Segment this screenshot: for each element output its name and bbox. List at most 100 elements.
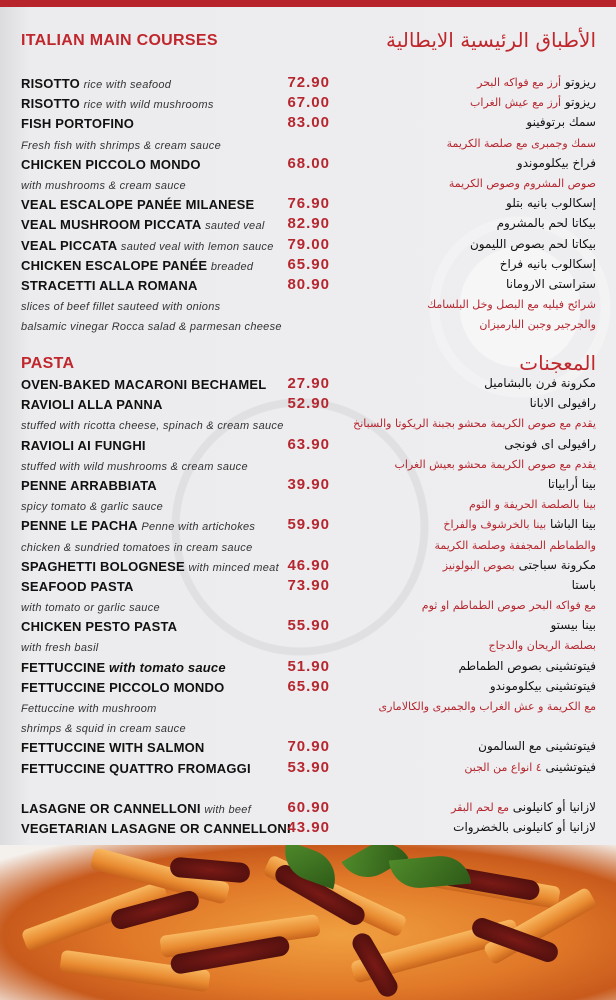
description-row: Fresh fish with shrimps & cream sauce سمك… xyxy=(0,134,616,154)
menu-list: RISOTTO rice with seafood 72.90 ريزوتو أرز… xyxy=(0,73,616,335)
item-title-ar: ريزوتو xyxy=(564,75,596,89)
item-name-ar: فيتوتشينى ٤ انواع من الجبن xyxy=(464,760,596,774)
item-name-ar: ستراستى الارومانا xyxy=(506,277,596,291)
item-name-en: VEGETARIAN LASAGNE OR CANNELLONI xyxy=(21,821,291,836)
item-note-ar: والطماطم المجففة وصلصة الكريمة xyxy=(434,538,596,552)
item-note-en: with beef xyxy=(204,803,252,816)
pasta-photo xyxy=(0,845,616,1000)
item-description-en: with fresh basil xyxy=(21,642,99,655)
item-name-en: Fettuccine with mushroom xyxy=(21,700,157,715)
item-title-en: OVEN-BAKED MACARONI BECHAMEL xyxy=(21,377,267,392)
menu-item: FETTUCCINE WITH SALMON 70.90 فيتوتشينى مع … xyxy=(0,737,616,757)
item-name-ar: صوص المشروم وصوص الكريمة xyxy=(449,176,596,190)
section-main-courses: ITALIAN MAIN COURSES الأطباق الرئيسية ال… xyxy=(0,28,616,335)
section-title-ar: الأطباق الرئيسية الايطالية xyxy=(385,28,596,52)
item-name-ar: مكرونة فرن بالبشاميل xyxy=(484,376,596,390)
description-row: with fresh basil بصلصة الريحان والدجاج xyxy=(0,636,616,656)
item-note-ar: شرائح فيليه مع البصل وخل البلسامك xyxy=(427,298,596,312)
item-name-en: shrimps & squid in cream sauce xyxy=(21,720,186,735)
item-title-en: PENNE LE PACHA xyxy=(21,518,138,534)
item-name-en: with tomato or garlic sauce xyxy=(21,599,160,614)
item-title-ar: فيتوتشينى بصوص الطماطم xyxy=(458,658,596,673)
section-header: ITALIAN MAIN COURSES الأطباق الرئيسية ال… xyxy=(0,28,616,58)
item-note-ar: بصلصة الريحان والدجاج xyxy=(488,639,597,653)
item-title-ar: فيتوتشينى بيكلوموندو xyxy=(489,678,596,693)
item-price: 79.00 xyxy=(287,235,330,253)
item-price: 70.90 xyxy=(287,738,330,756)
item-name-ar: بينا بيستو xyxy=(550,618,596,632)
item-title-en: FETTUCCINE PICCOLO MONDO xyxy=(21,679,225,695)
menu-item: LASAGNE OR CANNELLONI with beef 60.90 لازا… xyxy=(0,798,616,818)
item-title-en: RISOTTO xyxy=(21,96,80,112)
menu-item: CHICKEN ESCALOPE PANÉE breaded 65.90 إسكال… xyxy=(0,255,616,275)
menu-item: RISOTTO rice with wild mushrooms 67.00 ريز… xyxy=(0,93,616,113)
item-price: 55.90 xyxy=(287,617,330,635)
item-note-ar: أرز مع عيش الغراب xyxy=(470,96,562,110)
item-name-en: SPAGHETTI BOLOGNESE with minced meat xyxy=(21,559,279,574)
item-title-en: RISOTTO xyxy=(21,76,80,91)
description-row: with mushrooms & cream sauce صوص المشروم … xyxy=(0,174,616,194)
item-price: 80.90 xyxy=(287,275,330,293)
item-name-en: stuffed with ricotta cheese, spinach & c… xyxy=(21,417,284,432)
item-price: 82.90 xyxy=(287,215,330,233)
description-row: stuffed with ricotta cheese, spinach & c… xyxy=(0,414,616,434)
item-title-en: RAVIOLI AI FUNGHI xyxy=(21,437,146,453)
description-row: slices of beef fillet sauteed with onion… xyxy=(0,295,616,315)
item-title-ar: مكرونة فرن بالبشاميل xyxy=(484,376,596,390)
item-note-ar: بينا بالصلصة الحريفة و الثوم xyxy=(468,498,596,512)
item-name-en: FISH PORTOFINO xyxy=(21,116,134,131)
item-title-ar: مكرونة سباجتى xyxy=(518,557,596,572)
item-note-en: with tomato sauce xyxy=(108,659,226,675)
item-name-ar: مكرونة سباجتى بصوص البولونيز xyxy=(443,558,596,572)
item-note-en: breaded xyxy=(210,260,254,273)
description-row: stuffed with wild mushrooms & cream sauc… xyxy=(0,455,616,475)
menu-item: RAVIOLI AI FUNGHI 63.90 رافيولى اى فونجى xyxy=(0,435,616,455)
item-title-en: SEAFOOD PASTA xyxy=(21,578,134,594)
item-name-en: FETTUCCINE QUATTRO FROMAGGI xyxy=(21,761,251,776)
item-note-en: rice with wild mushrooms xyxy=(83,99,214,112)
item-title-ar: رافيولى اى فونجى xyxy=(504,436,596,451)
item-name-en: FETTUCCINE WITH SALMON xyxy=(21,740,205,755)
item-name-ar: بينا أرابياتا xyxy=(548,477,596,491)
item-name-ar: فيتوتشينى بصوص الطماطم xyxy=(458,659,596,673)
item-title-ar: فيتوتشينى xyxy=(545,759,596,774)
item-price: 65.90 xyxy=(287,255,330,273)
item-title-en: FISH PORTOFINO xyxy=(21,116,135,132)
item-title-ar: بينا بيستو xyxy=(550,618,596,633)
section-title-en: ITALIAN MAIN COURSES xyxy=(21,32,218,49)
menu-item: VEAL ESCALOPE PANÉE MILANESE 76.90 إسكالوب… xyxy=(0,194,616,214)
menu-list: OVEN-BAKED MACARONI BECHAMEL 27.90 مكرونة … xyxy=(0,374,616,838)
item-title-en: CHICKEN ESCALOPE PANÉE xyxy=(21,257,208,273)
item-name-en: RAVIOLI ALLA PANNA xyxy=(21,397,163,412)
section-pasta: PASTA المعجنات OVEN-BAKED MACARONI BECHA… xyxy=(0,351,616,838)
description-row: balsamic vinegar Rocca salad & parmesan … xyxy=(0,315,616,335)
item-name-en: balsamic vinegar Rocca salad & parmesan … xyxy=(21,318,282,333)
item-price: 63.90 xyxy=(287,435,330,453)
item-name-en: CHICKEN ESCALOPE PANÉE breaded xyxy=(21,258,253,273)
item-name-en: chicken & sundried tomatoes in cream sau… xyxy=(21,539,253,554)
item-title-ar: بينا أرابياتا xyxy=(547,476,596,491)
menu-item: FETTUCCINE QUATTRO FROMAGGI 53.90 فيتوتشين… xyxy=(0,758,616,778)
item-price: 46.90 xyxy=(287,556,330,574)
item-name-en: LASAGNE OR CANNELLONI with beef xyxy=(21,801,251,816)
item-name-ar: بينا الباشا بينا بالخرشوف والفراخ xyxy=(443,517,596,531)
item-title-ar: إسكالوب بانيه فراخ xyxy=(499,256,596,271)
item-price: 43.90 xyxy=(287,819,330,837)
item-name-en: with fresh basil xyxy=(21,639,99,654)
item-price: 59.90 xyxy=(287,516,330,534)
menu-item: CHICKEN PESTO PASTA 55.90 بينا بيستو xyxy=(0,616,616,636)
item-title-ar: بيكاتا لحم بصوص الليمون xyxy=(469,236,596,251)
item-price: 27.90 xyxy=(287,375,330,392)
menu-item: PENNE LE PACHA Penne with artichokes 59.9… xyxy=(0,515,616,535)
item-price: 68.00 xyxy=(287,154,330,172)
item-note-en: rice with seafood xyxy=(83,79,172,91)
item-title-ar: لازانيا أو كانيلونى بالخضروات xyxy=(453,820,596,835)
item-name-ar: يقدم مع صوص الكريمة محشو بجبنة الريكوتا … xyxy=(353,416,596,430)
item-title-ar: فيتوتشينى مع السالمون xyxy=(478,739,596,754)
item-title-en: CHICKEN PESTO PASTA xyxy=(21,619,178,635)
item-name-ar: بصلصة الريحان والدجاج xyxy=(489,638,597,652)
top-red-band xyxy=(0,0,616,7)
item-price: 39.90 xyxy=(287,475,330,493)
item-name-en: RISOTTO rice with wild mushrooms xyxy=(21,96,214,111)
item-title-ar: فراخ بيكلوموندو xyxy=(516,155,596,170)
